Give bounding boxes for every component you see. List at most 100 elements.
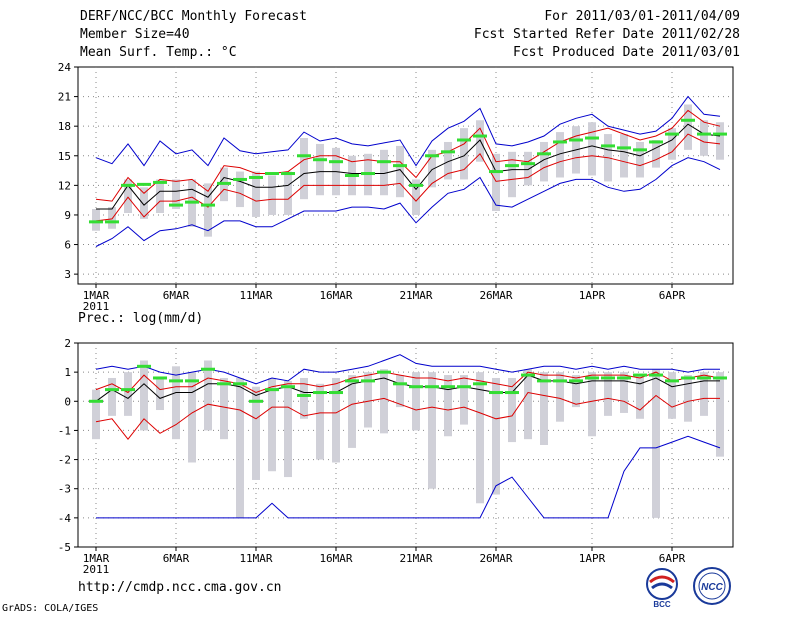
header-left: DERF/NCC/BCC Monthly Forecast Member Size… — [80, 8, 307, 62]
temp-lower-line — [95, 133, 721, 222]
temp-obs-marker — [361, 172, 375, 176]
temp-obs-marker — [377, 160, 391, 164]
temp-spread-box — [284, 171, 292, 215]
prec-spread-box — [668, 372, 676, 419]
temp-frame — [77, 66, 734, 285]
temp-spread-box — [636, 141, 644, 178]
temp-spread-box — [156, 179, 164, 213]
temp-obs-marker — [697, 132, 711, 136]
source-url[interactable]: http://cmdp.ncc.cma.gov.cn — [78, 580, 282, 595]
temp-obs-marker — [553, 140, 567, 144]
temp-spread-box — [716, 122, 724, 160]
prec-spread-box — [188, 372, 196, 463]
temp-spread-box — [460, 128, 468, 180]
prec-obs-marker — [617, 376, 631, 380]
temp-obs-marker — [345, 174, 359, 177]
temp-obs-marker — [489, 170, 503, 174]
variable-label: Mean Surf. Temp.: °C — [80, 45, 237, 60]
prec-spread-box — [220, 377, 228, 440]
prec-spread-box — [604, 372, 612, 416]
temp-spread-box — [380, 149, 388, 196]
prec-obs-marker — [265, 388, 279, 392]
bcc-logo-text: BCC — [653, 600, 671, 609]
temp-obs-marker — [201, 203, 215, 207]
prec-obs-marker — [505, 391, 519, 395]
temp-obs-marker — [569, 138, 583, 142]
prec-ytick-label: -5 — [58, 541, 71, 554]
temp-obs-marker — [393, 164, 407, 168]
temp-ytick-label: 9 — [64, 209, 71, 222]
temp-obs-marker — [169, 203, 183, 207]
temp-obs-marker — [681, 118, 695, 122]
prec-obs-marker — [345, 379, 359, 383]
grads-credit: GrADS: COLA/IGES — [2, 603, 99, 614]
prec-spread-box — [428, 372, 436, 489]
temp-ytick-label: 18 — [58, 120, 71, 133]
prec-spread-box — [460, 375, 468, 425]
prec-obs-marker — [409, 385, 423, 389]
temp-obs-marker — [313, 158, 327, 162]
prec-obs-marker — [121, 388, 135, 392]
temp-obs-marker — [249, 175, 263, 179]
prec-obs-marker — [393, 382, 407, 386]
prec-spread-box — [172, 366, 180, 440]
temp-obs-marker — [505, 164, 519, 168]
prec-obs-marker — [489, 391, 503, 395]
header-right: For 2011/03/01-2011/04/09 Fcst Started Re… — [474, 8, 740, 62]
prec-spread-box — [524, 369, 532, 440]
prec-xtick-label: 11MAR — [239, 552, 272, 565]
prec-spread-box — [508, 377, 516, 443]
temp-obs-marker — [329, 160, 343, 164]
forecast-period: For 2011/03/01-2011/04/09 — [544, 9, 740, 24]
temp-obs-marker — [665, 132, 679, 136]
prec-obs-marker — [201, 367, 215, 371]
prec-spread-box — [412, 372, 420, 431]
temp-spread-box — [316, 143, 324, 196]
prec-xtick-label: 1MAR — [83, 552, 110, 565]
prec-obs-marker — [217, 382, 231, 386]
temp-spread-box — [124, 179, 132, 213]
temp-spread-box — [620, 134, 628, 178]
temp-spread-box — [396, 145, 404, 198]
prec-ytick-label: -1 — [58, 424, 71, 437]
prec-ytick-label: 0 — [64, 395, 71, 408]
temp-obs-marker — [617, 146, 631, 150]
temp-obs-marker — [105, 220, 119, 224]
ncc-logo: NCC — [693, 567, 731, 605]
prec-obs-marker — [473, 382, 487, 386]
prec-obs-marker — [521, 373, 535, 377]
temp-ytick-label: 15 — [58, 150, 71, 163]
prec-obs-marker — [633, 373, 647, 377]
prec-max-line — [95, 354, 720, 385]
prec-spread-box — [700, 372, 708, 416]
prec-xtick-label: 6MAR — [163, 552, 190, 565]
temp-xtick-label: 6MAR — [163, 289, 190, 302]
prec-xtick-label: 1APR — [579, 552, 606, 565]
prec-ytick-label: 2 — [64, 337, 71, 350]
prec-spread-box — [556, 372, 564, 422]
prec-spread-box — [444, 375, 452, 437]
prec-ytick-label: -4 — [58, 512, 72, 525]
temp-spread-box — [204, 183, 212, 237]
prec-spread-box — [684, 375, 692, 422]
prec-spread-box — [540, 372, 548, 445]
temp-spread-box — [236, 171, 244, 208]
prec-panel-title: Prec.: log(mm/d) — [78, 311, 203, 326]
prec-obs-marker — [153, 376, 167, 380]
prec-obs-marker — [169, 379, 183, 383]
prec-spread-box — [364, 372, 372, 428]
temp-spread-box — [140, 187, 148, 219]
temp-xtick-label: 16MAR — [319, 289, 352, 302]
logos: BCC NCC — [646, 567, 731, 609]
temp-obs-marker — [601, 144, 615, 148]
prec-ytick-label: 1 — [64, 366, 71, 379]
prec-obs-marker — [233, 382, 247, 386]
temp-obs-marker — [585, 136, 599, 140]
prec-xtick-label: 26MAR — [479, 552, 512, 565]
temp-obs-marker — [121, 183, 135, 187]
started-date: Fcst Started Refer Date 2011/02/28 — [473, 27, 740, 42]
temp-obs-marker — [473, 134, 487, 138]
prec-spread-box — [332, 377, 340, 463]
prec-xtick-label: 16MAR — [319, 552, 352, 565]
temp-spread-box — [444, 141, 452, 180]
